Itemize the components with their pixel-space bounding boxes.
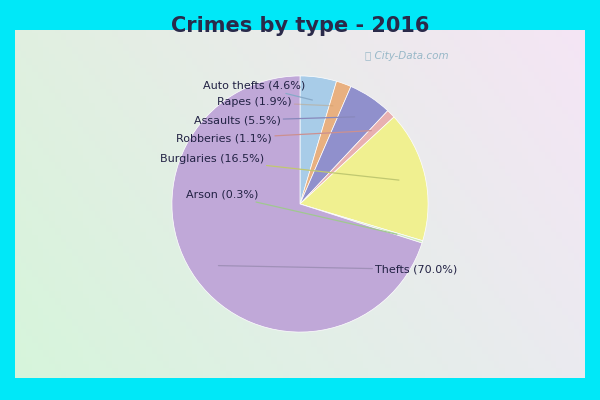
- Text: Thefts (70.0%): Thefts (70.0%): [218, 264, 457, 274]
- Wedge shape: [300, 81, 351, 204]
- Text: Rapes (1.9%): Rapes (1.9%): [217, 97, 333, 107]
- Wedge shape: [300, 117, 428, 241]
- Text: Robberies (1.1%): Robberies (1.1%): [176, 131, 371, 144]
- Text: Burglaries (16.5%): Burglaries (16.5%): [160, 154, 399, 180]
- Text: Arson (0.3%): Arson (0.3%): [186, 189, 397, 234]
- Text: ⓘ City-Data.com: ⓘ City-Data.com: [365, 51, 449, 61]
- Wedge shape: [300, 204, 422, 243]
- Text: Assaults (5.5%): Assaults (5.5%): [194, 116, 355, 126]
- Wedge shape: [300, 86, 388, 204]
- Text: Auto thefts (4.6%): Auto thefts (4.6%): [203, 81, 313, 100]
- Text: Crimes by type - 2016: Crimes by type - 2016: [171, 16, 429, 36]
- Wedge shape: [300, 111, 394, 204]
- Wedge shape: [172, 76, 422, 332]
- Wedge shape: [300, 76, 337, 204]
